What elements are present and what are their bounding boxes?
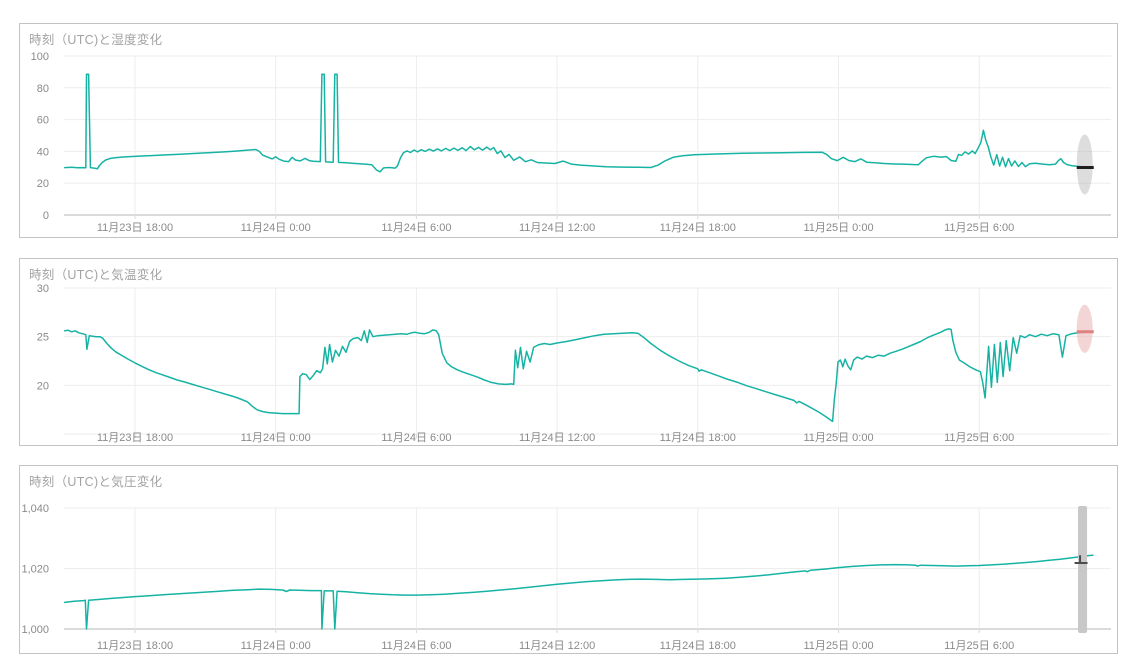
pressure-chart-canvas: 1,000 1,020 1,040 11月23日 18:00 11月24日 0:00 11… (21, 503, 1111, 652)
x-tick-label: 11月24日 0:00 (241, 432, 311, 444)
x-tick-label: 11月25日 0:00 (803, 432, 873, 444)
x-tick-label: 11月25日 0:00 (803, 640, 873, 652)
temperature-plot-area[interactable] (64, 288, 1111, 434)
temperature-chart-canvas: 20 25 30 11月23日 18:00 11月24日 0:00 11月24日 6:00… (37, 283, 1111, 444)
x-tick-label: 11月23日 18:00 (97, 222, 173, 234)
x-tick-label: 11月24日 6:00 (381, 640, 451, 652)
temperature-chart-title: 時刻（UTC)と気温変化 (29, 268, 163, 282)
y-tick-label: 30 (37, 283, 49, 295)
pressure-series-line (63, 554, 1094, 630)
pressure-scrubber-handle[interactable] (1078, 506, 1088, 633)
y-tick-label: 40 (37, 146, 49, 158)
pressure-chart-title: 時刻（UTC)と気圧変化 (29, 475, 163, 489)
y-tick-label: 0 (43, 210, 49, 222)
x-tick-label: 11月24日 0:00 (241, 640, 311, 652)
x-tick-label: 11月24日 6:00 (381, 222, 451, 234)
y-tick-label: 60 (37, 115, 49, 127)
y-tick-label: 20 (37, 178, 49, 190)
x-tick-label: 11月25日 6:00 (944, 222, 1014, 234)
x-tick-label: 11月24日 6:00 (381, 432, 451, 444)
y-tick-label: 25 (37, 332, 49, 344)
pressure-plot-area[interactable] (64, 508, 1111, 629)
x-tick-label: 11月25日 0:00 (803, 222, 873, 234)
x-tick-label: 11月24日 18:00 (660, 432, 736, 444)
humidity-chart-canvas: 0 20 40 60 80 100 11月23日 18:00 11月24日 0:00 11月24… (31, 51, 1111, 234)
y-tick-label: 100 (31, 51, 49, 63)
x-tick-label: 11月25日 6:00 (944, 640, 1014, 652)
y-tick-label: 20 (37, 380, 49, 392)
temperature-chart-panel: 時刻（UTC)と気温変化 20 25 30 11月23日 18:00 11月24日 0:0… (19, 258, 1118, 446)
y-tick-label: 1,040 (21, 503, 49, 515)
x-tick-label: 11月24日 18:00 (660, 640, 736, 652)
temperature-latest-value-handle[interactable] (1076, 304, 1093, 353)
y-tick-label: 80 (37, 83, 49, 95)
pressure-chart-panel: 時刻（UTC)と気圧変化 1,000 1,020 1,040 11月23日 18:00 1… (19, 465, 1118, 654)
x-tick-label: 11月23日 18:00 (97, 640, 173, 652)
x-tick-label: 11月24日 12:00 (519, 640, 595, 652)
y-tick-label: 1,020 (21, 564, 49, 576)
x-tick-label: 11月23日 18:00 (97, 432, 173, 444)
x-tick-label: 11月24日 0:00 (241, 222, 311, 234)
humidity-chart-title: 時刻（UTC)と湿度変化 (29, 33, 163, 47)
x-tick-label: 11月24日 18:00 (660, 222, 736, 234)
humidity-series-line (63, 73, 1094, 173)
humidity-latest-value-handle[interactable] (1076, 134, 1093, 195)
humidity-chart-panel: 時刻（UTC)と湿度変化 0 20 40 60 80 100 11月23日 18:00 11月2… (19, 23, 1118, 238)
y-tick-label: 1,000 (21, 624, 49, 636)
x-tick-label: 11月24日 12:00 (519, 432, 595, 444)
humidity-plot-area[interactable] (64, 56, 1111, 215)
pressure-latest-value-tick (1074, 555, 1088, 565)
temperature-series-line (63, 328, 1094, 423)
x-tick-label: 11月25日 6:00 (944, 432, 1014, 444)
x-tick-label: 11月24日 12:00 (519, 222, 595, 234)
